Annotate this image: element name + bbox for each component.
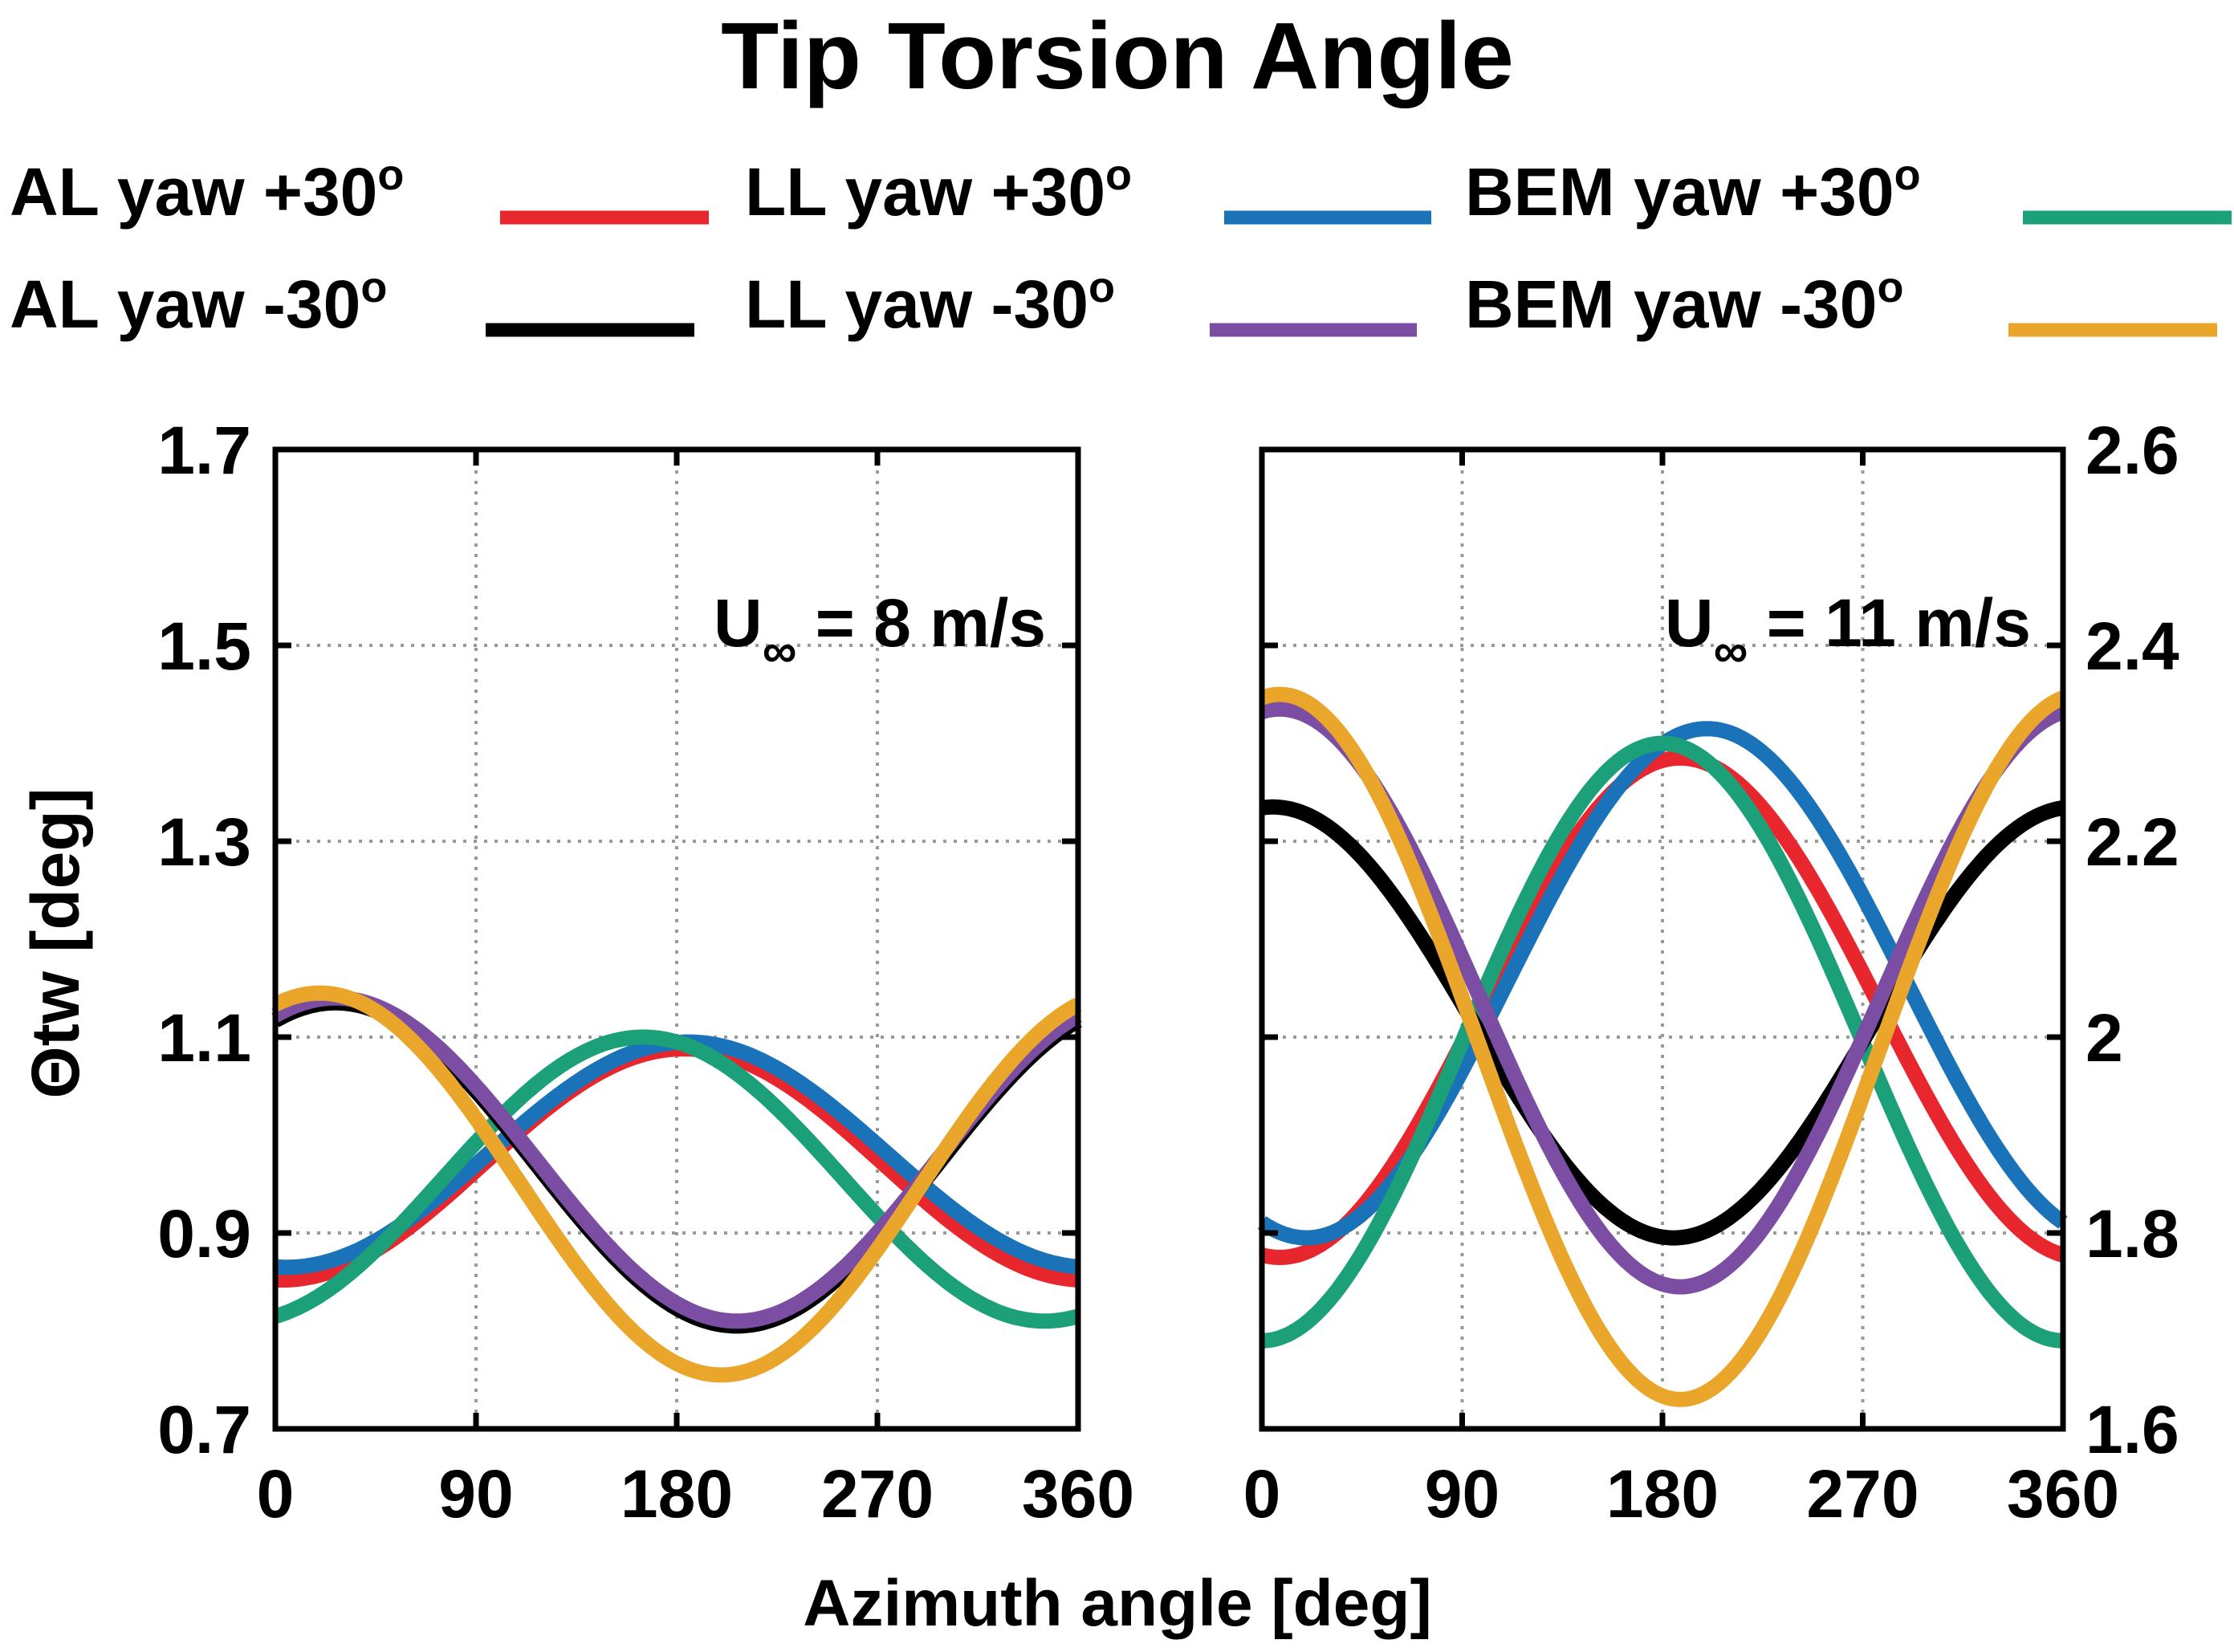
y-tick-label: 2 (2085, 1000, 2123, 1076)
series-line (271, 985, 1082, 1383)
x-tick-label: 270 (1806, 1456, 1919, 1532)
y-tick-label: 1.7 (157, 413, 251, 488)
legend-entry: AL yaw +30o (10, 151, 709, 230)
y-tick-label: 2.6 (2085, 413, 2179, 488)
y-tick-label: 1.8 (2085, 1196, 2179, 1272)
x-tick-label: 90 (438, 1456, 513, 1532)
legend-entry: BEM yaw -30o (1465, 263, 2217, 342)
x-tick-label: 180 (1606, 1456, 1719, 1532)
panel-u8: 0 90 180 270 360 0.7 0.9 1.1 1.3 1.5 1.7 U∞ = 8 m/s (157, 413, 1134, 1532)
y-tick-label: 1.5 (157, 608, 251, 684)
y-tick-label: 2.4 (2085, 608, 2179, 684)
series-line (1259, 735, 2066, 1349)
y-tick-label: 1.1 (157, 1000, 251, 1076)
x-tick-label: 90 (1425, 1456, 1500, 1532)
legend-label: AL yaw -30o (10, 263, 387, 342)
legend-label: LL yaw +30o (745, 151, 1132, 230)
x-tick-label: 360 (1022, 1456, 1134, 1532)
wind-speed-annotation: U∞ = 8 m/s (714, 585, 1046, 677)
y-tick-label: 1.3 (157, 804, 251, 880)
legend: AL yaw +30o LL yaw +30o BEM yaw +30o AL yaw… (10, 151, 2232, 342)
chart-title: Tip Torsion Angle (721, 3, 1514, 109)
y-tick-label: 2.2 (2085, 804, 2179, 880)
legend-label: LL yaw -30o (745, 263, 1115, 342)
x-tick-label: 180 (621, 1456, 733, 1532)
legend-label: BEM yaw -30o (1465, 263, 1904, 342)
legend-entry: LL yaw -30o (745, 263, 1417, 342)
x-tick-label: 0 (1243, 1456, 1281, 1532)
y-tick-label: 0.9 (157, 1196, 251, 1272)
y-axis-label: Θtw [deg] (18, 787, 93, 1098)
legend-label: BEM yaw +30o (1465, 151, 1921, 230)
y-tick-label: 0.7 (157, 1392, 251, 1467)
x-tick-label: 360 (2007, 1456, 2119, 1532)
legend-label: AL yaw +30o (10, 151, 404, 230)
legend-entry: LL yaw +30o (745, 151, 1431, 230)
legend-entry: BEM yaw +30o (1465, 151, 2232, 230)
wind-speed-annotation: U∞ = 11 m/s (1665, 585, 2031, 677)
series-line (1259, 750, 2066, 1265)
x-tick-label: 270 (821, 1456, 934, 1532)
series-line (1259, 686, 2066, 1407)
x-axis-label: Azimuth angle [deg] (803, 1567, 1432, 1640)
series-line (272, 1029, 1081, 1329)
x-tick-label: 0 (257, 1456, 295, 1532)
legend-entry: AL yaw -30o (10, 263, 694, 342)
y-tick-label: 1.6 (2085, 1392, 2179, 1467)
